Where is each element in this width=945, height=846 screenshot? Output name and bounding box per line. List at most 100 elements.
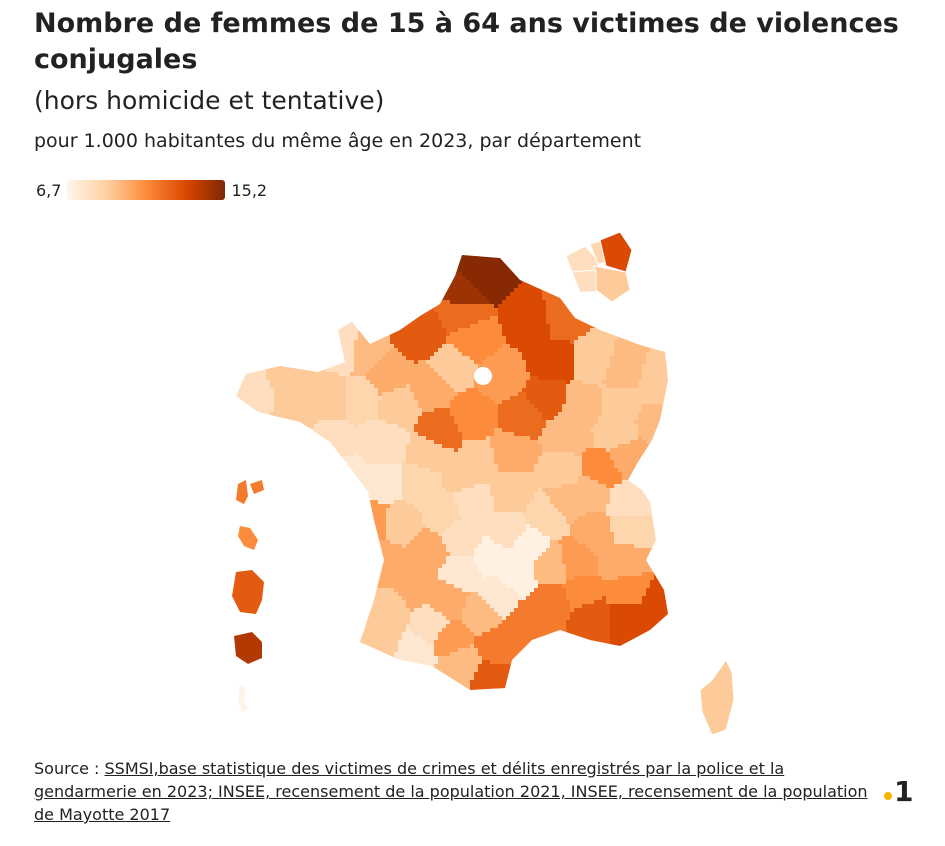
department-cell: [282, 420, 287, 425]
department-cell: [262, 664, 267, 669]
department-cell: [274, 572, 279, 577]
department-cell: [242, 424, 247, 429]
department-cell: [246, 628, 251, 633]
department-cell: [310, 356, 315, 361]
department-cell: [390, 572, 395, 577]
department-cell: [326, 600, 331, 605]
department-cell: [386, 272, 391, 277]
department-cell: [230, 340, 234, 344]
department-cell: [394, 436, 399, 441]
department-cell: [370, 528, 375, 533]
department-cell: [290, 540, 295, 545]
department-cell: [330, 408, 335, 413]
department-cell: [390, 688, 395, 690]
department-cell: [334, 440, 339, 445]
department-cell: [386, 556, 391, 561]
department-cell: [270, 552, 275, 557]
department-cell: [270, 456, 275, 461]
department-cell: [266, 472, 271, 477]
department-cell: [242, 664, 247, 669]
department-cell: [394, 592, 399, 597]
department-cell: [398, 644, 403, 649]
department-cell: [330, 584, 335, 589]
department-cell: [362, 308, 367, 313]
department-cell: [310, 336, 315, 341]
department-cell: [398, 596, 403, 601]
department-cell: [382, 660, 387, 665]
department-cell: [262, 492, 267, 497]
department-cell: [334, 436, 339, 441]
department-cell: [318, 640, 323, 645]
department-cell: [346, 304, 351, 309]
department-cell: [342, 460, 347, 465]
department-cell: [282, 648, 287, 653]
department-cell: [330, 352, 335, 357]
department-cell: [230, 600, 234, 604]
department-cell: [358, 388, 363, 393]
department-cell: [402, 656, 407, 661]
department-cell: [258, 688, 263, 690]
department-cell: [382, 684, 387, 689]
department-cell: [318, 512, 323, 517]
department-cell: [318, 292, 323, 297]
department-cell: [282, 312, 287, 317]
department-cell: [322, 528, 327, 533]
department-cell: [354, 440, 359, 445]
department-cell: [390, 384, 395, 389]
department-cell: [318, 668, 323, 673]
department-cell: [306, 360, 311, 365]
department-cell: [254, 392, 259, 397]
department-cell: [402, 388, 407, 393]
department-cell: [322, 684, 327, 689]
department-cell: [250, 680, 255, 685]
department-cell: [270, 488, 275, 493]
department-cell: [290, 572, 295, 577]
department-cell: [334, 660, 339, 665]
department-cell: [342, 448, 347, 453]
department-cell: [354, 280, 359, 285]
department-cell: [382, 372, 387, 377]
department-cell: [346, 660, 351, 665]
department-cell: [266, 564, 271, 569]
department-cell: [338, 592, 343, 597]
department-cell: [374, 408, 379, 413]
department-cell: [402, 396, 407, 401]
department-cell: [238, 444, 243, 449]
department-cell: [238, 388, 243, 393]
department-cell: [346, 364, 351, 369]
department-cell: [314, 308, 319, 313]
department-cell: [282, 436, 287, 441]
department-cell: [398, 400, 403, 405]
department-cell: [238, 268, 243, 273]
department-cell: [398, 476, 403, 481]
department-cell: [278, 544, 283, 549]
department-cell: [242, 508, 247, 513]
department-cell: [274, 624, 279, 629]
department-cell: [350, 600, 355, 605]
department-cell: [246, 332, 251, 337]
department-cell: [238, 620, 243, 625]
department-cell: [378, 272, 383, 277]
legend-max: 15,2: [231, 180, 268, 200]
department-cell: [370, 624, 375, 629]
department-cell: [298, 484, 303, 489]
department-cell: [342, 256, 347, 261]
department-cell: [286, 412, 291, 417]
department-cell: [238, 304, 243, 309]
department-cell: [306, 356, 311, 361]
department-cell: [330, 256, 335, 261]
department-cell: [358, 464, 363, 469]
department-cell: [282, 680, 287, 685]
department-cell: [386, 664, 391, 669]
department-cell: [322, 548, 327, 553]
department-cell: [294, 492, 299, 497]
department-cell: [278, 256, 283, 261]
department-cell: [342, 688, 347, 690]
department-cell: [358, 368, 363, 373]
department-cell: [338, 568, 343, 573]
department-cell: [274, 372, 279, 377]
department-cell: [318, 404, 323, 409]
department-cell: [306, 396, 311, 401]
department-cell: [346, 376, 351, 381]
department-cell: [270, 448, 275, 453]
